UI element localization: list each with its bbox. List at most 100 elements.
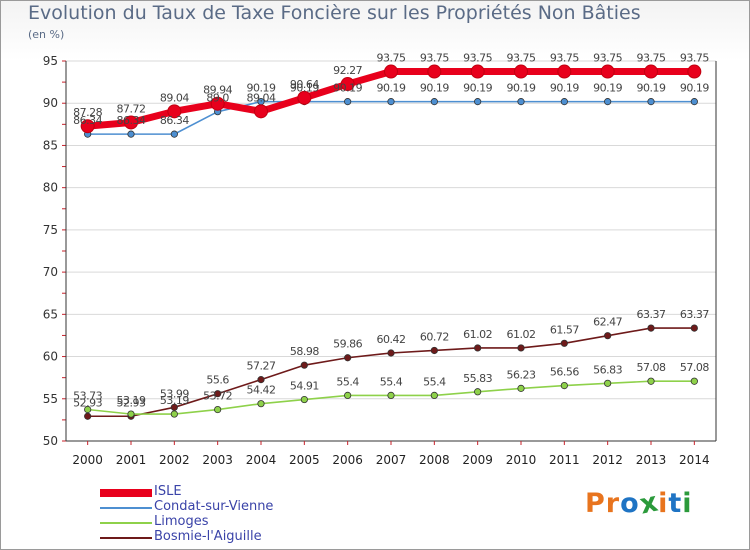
data-point bbox=[80, 119, 95, 134]
data-label: 53.19 bbox=[117, 394, 146, 407]
data-point bbox=[470, 64, 485, 79]
data-point bbox=[254, 104, 268, 119]
data-label: 53.72 bbox=[203, 390, 232, 403]
data-label: 55.4 bbox=[423, 375, 446, 388]
data-label: 56.83 bbox=[593, 363, 622, 376]
data-point bbox=[604, 98, 612, 106]
data-label: 90.64 bbox=[290, 78, 319, 91]
data-label: 56.23 bbox=[507, 368, 536, 381]
data-labels: 52.93 52.93 53.99 55.6 57.27 58.98 59.86 60.42 6… bbox=[73, 52, 710, 410]
data-label: 61.02 bbox=[463, 328, 492, 341]
y-tick-label: 80 bbox=[43, 181, 58, 195]
data-label: 90.19 bbox=[593, 82, 622, 95]
y-tick-label: 95 bbox=[43, 54, 58, 68]
data-point bbox=[387, 349, 395, 357]
data-label: 52.93 bbox=[117, 396, 146, 409]
data-label: 90.19 bbox=[550, 82, 579, 95]
data-label: 93.75 bbox=[420, 52, 449, 65]
data-point bbox=[474, 388, 482, 396]
data-point bbox=[300, 361, 308, 369]
data-point bbox=[430, 98, 438, 106]
data-point bbox=[514, 64, 528, 79]
x-tick-label: 2008 bbox=[419, 453, 450, 467]
data-label: 55.4 bbox=[380, 375, 403, 388]
x-tick-label: 2009 bbox=[462, 453, 493, 467]
data-label: 93.75 bbox=[637, 52, 666, 65]
logo-letter: t bbox=[668, 488, 683, 519]
data-label: 55.4 bbox=[336, 375, 359, 388]
data-label: 63.37 bbox=[637, 308, 666, 321]
data-point bbox=[600, 64, 615, 79]
legend-item: Bosmie-l'Aiguille bbox=[100, 529, 400, 545]
y-tick-label: 75 bbox=[43, 223, 58, 237]
data-point bbox=[84, 405, 92, 414]
x-tick-label: 2005 bbox=[289, 453, 320, 467]
data-label: 93.75 bbox=[550, 52, 579, 65]
y-tick-label: 70 bbox=[43, 265, 58, 279]
data-label: 60.42 bbox=[377, 333, 406, 346]
data-label: 87.72 bbox=[117, 102, 146, 115]
data-point bbox=[560, 339, 568, 347]
data-point bbox=[344, 354, 352, 362]
data-label: 92.27 bbox=[333, 64, 362, 77]
x-tick-label: 2007 bbox=[376, 453, 407, 467]
x-tick-label: 2001 bbox=[116, 453, 147, 467]
data-point bbox=[427, 64, 442, 79]
data-point bbox=[214, 390, 222, 398]
data-label: 87.28 bbox=[73, 106, 102, 119]
data-label: 90.19 bbox=[637, 82, 666, 95]
y-tick-label: 65 bbox=[43, 307, 58, 321]
data-point bbox=[344, 391, 352, 399]
data-label: 59.86 bbox=[333, 338, 362, 351]
data-label: 53.73 bbox=[73, 390, 102, 403]
x-tick-label: 2006 bbox=[332, 453, 363, 467]
data-point bbox=[517, 384, 525, 392]
data-label: 54.91 bbox=[290, 380, 319, 393]
data-label: 53.19 bbox=[160, 394, 189, 407]
legend-item: ISLE bbox=[100, 484, 400, 500]
data-label: 57.08 bbox=[637, 361, 666, 374]
data-label: 90.19 bbox=[680, 82, 709, 95]
legend-label: Limoges bbox=[154, 514, 209, 529]
data-point bbox=[604, 332, 612, 340]
logo-letter: i bbox=[682, 488, 693, 519]
data-label: 86.34 bbox=[117, 114, 146, 127]
legend-item: Limoges bbox=[100, 514, 400, 530]
data-point bbox=[127, 130, 135, 138]
y-tick-label: 50 bbox=[43, 434, 58, 448]
data-point bbox=[557, 64, 572, 79]
data-label: 62.47 bbox=[593, 316, 622, 329]
chart-subtitle: (en %) bbox=[28, 28, 65, 41]
y-tick-label: 85 bbox=[43, 138, 58, 152]
data-point bbox=[690, 377, 698, 385]
x-tick-label: 2003 bbox=[202, 453, 233, 467]
proxiti-logo: Proxiti bbox=[585, 486, 693, 520]
data-point bbox=[604, 379, 612, 387]
data-point bbox=[647, 98, 655, 106]
data-point bbox=[167, 104, 182, 119]
data-point bbox=[257, 376, 265, 384]
data-point bbox=[644, 64, 658, 79]
data-point bbox=[690, 324, 698, 332]
legend-label: Condat-sur-Vienne bbox=[154, 499, 274, 514]
y-tick-label: 60 bbox=[43, 350, 58, 364]
x-tick-label: 2014 bbox=[679, 453, 710, 467]
data-label: 93.75 bbox=[680, 52, 709, 65]
data-label: 56.56 bbox=[550, 366, 579, 379]
data-point bbox=[474, 344, 482, 352]
data-label: 63.37 bbox=[680, 308, 709, 321]
data-label: 90.19 bbox=[333, 82, 362, 95]
data-point bbox=[517, 98, 525, 106]
data-label: 89.04 bbox=[247, 91, 276, 104]
series-points bbox=[80, 64, 702, 420]
logo-letter: r bbox=[605, 488, 621, 519]
data-point bbox=[387, 98, 395, 106]
data-label: 57.08 bbox=[680, 361, 709, 374]
data-label: 93.75 bbox=[463, 52, 492, 65]
y-axis: 50 55 60 65 70 75 80 85 90 95 bbox=[43, 54, 67, 448]
data-label: 61.02 bbox=[507, 328, 536, 341]
data-point bbox=[430, 346, 438, 355]
data-point bbox=[430, 391, 438, 399]
